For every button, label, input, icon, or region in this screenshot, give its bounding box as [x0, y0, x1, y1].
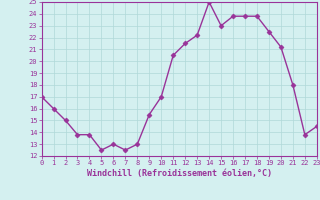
X-axis label: Windchill (Refroidissement éolien,°C): Windchill (Refroidissement éolien,°C) [87, 169, 272, 178]
